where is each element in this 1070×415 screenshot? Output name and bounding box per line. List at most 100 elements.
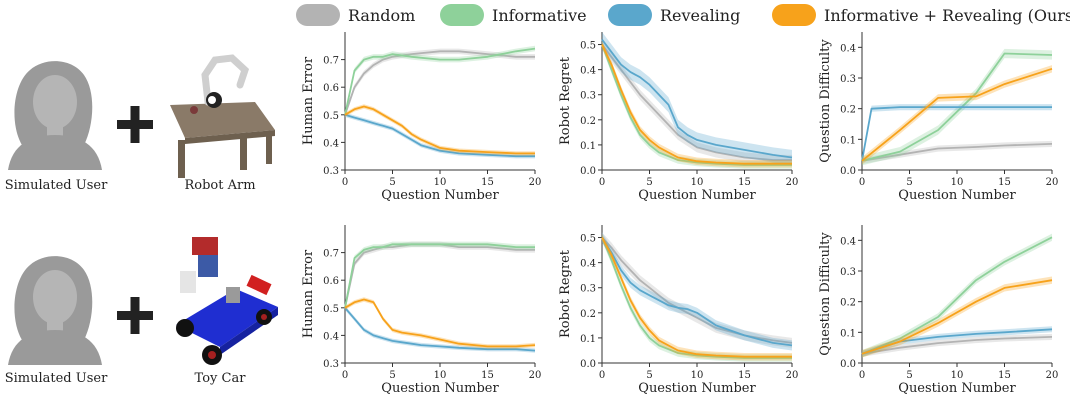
legend-swatch-revealing — [608, 4, 652, 26]
y-tick-label: 0.2 — [840, 298, 856, 309]
x-tick-label: 15 — [481, 370, 494, 381]
series-band-random — [862, 140, 1052, 164]
series-band-random — [602, 232, 792, 348]
x-axis-label: Question Number — [638, 188, 756, 203]
series-band-ours — [602, 233, 792, 361]
series-band-revealing — [602, 232, 792, 351]
series-band-revealing — [602, 32, 792, 165]
series-line-ours — [601, 44, 792, 165]
series-band-informative — [862, 233, 1052, 358]
series-line-revealing — [861, 106, 1052, 161]
series-line-random — [861, 143, 1053, 162]
x-tick-label: 15 — [998, 370, 1011, 381]
series-band-revealing — [862, 326, 1052, 357]
x-axis-label: Question Number — [638, 381, 756, 396]
chart-panel: 0.0 0.1 0.2 0.3 0.4 0 5 10 15 20 Question Number Qu… — [818, 32, 1058, 203]
y-tick-label: 0.3 — [323, 359, 339, 370]
x-tick-label: 20 — [529, 177, 542, 188]
series-line-random — [344, 243, 535, 308]
x-tick-label: 15 — [738, 177, 751, 188]
x-tick-label: 20 — [786, 370, 799, 381]
chart-panel: 0.0 0.1 0.2 0.3 0.4 0.5 0 5 10 15 20 Question Numbe… — [558, 32, 798, 203]
robot-label: Toy Car — [194, 371, 246, 386]
y-tick-label: 0.7 — [323, 56, 339, 67]
legend-swatch-informative — [440, 4, 484, 26]
series-line-informative — [601, 237, 792, 359]
series-line-random — [861, 336, 1053, 355]
user-label: Simulated User — [4, 178, 108, 193]
x-tick-label: 20 — [1046, 177, 1059, 188]
y-axis-label: Question Difficulty — [818, 39, 833, 163]
y-tick-label: 0.3 — [323, 166, 339, 177]
x-tick-label: 0 — [859, 370, 865, 381]
y-tick-label: 0.5 — [580, 234, 596, 245]
series-band-informative — [345, 241, 535, 311]
y-tick-label: 0.4 — [580, 259, 596, 270]
x-tick-label: 20 — [529, 370, 542, 381]
y-tick-label: 0.1 — [580, 141, 596, 152]
series-line-revealing — [601, 38, 793, 159]
legend-item-ours: Informative + Revealing (Ours) — [772, 2, 1070, 28]
x-tick-label: 0 — [342, 370, 348, 381]
y-tick-label: 0.3 — [580, 284, 596, 295]
series-band-random — [345, 241, 535, 311]
legend-item-revealing: Revealing — [608, 2, 740, 28]
y-tick-label: 0.1 — [840, 135, 856, 146]
plus-icon — [117, 106, 153, 143]
toy-car-image — [176, 237, 278, 365]
series-band-ours — [345, 297, 535, 349]
x-tick-label: 5 — [906, 177, 912, 188]
y-tick-label: 0.0 — [840, 166, 856, 177]
series-line-informative — [861, 52, 1053, 162]
y-axis-label: Human Error — [301, 56, 316, 145]
chart-panel: 0.3 0.4 0.5 0.6 0.7 0 5 10 15 20 Question Number Hu… — [301, 32, 541, 203]
y-tick-label: 0.0 — [840, 359, 856, 370]
legend-label: Random — [348, 5, 416, 25]
y-tick-label: 0.0 — [580, 166, 596, 177]
series-line-ours — [861, 279, 1053, 355]
x-tick-label: 0 — [342, 177, 348, 188]
series-line-revealing — [344, 113, 535, 158]
x-tick-label: 5 — [906, 370, 912, 381]
chart-legend: Random Informative Revealing Informative… — [290, 2, 1070, 28]
y-tick-label: 0.4 — [323, 138, 339, 149]
scenario-row-1: Simulated User Robot Arm — [0, 30, 290, 220]
y-tick-label: 0.6 — [323, 276, 339, 287]
user-label: Simulated User — [4, 371, 108, 386]
legend-label: Informative — [492, 5, 587, 25]
y-tick-label: 0.5 — [323, 111, 339, 122]
chart-panel: 0.0 0.1 0.2 0.3 0.4 0 5 10 15 20 Question Number Qu… — [818, 225, 1058, 396]
scenario-illustration — [8, 237, 278, 365]
simulated-user-icon — [8, 256, 102, 365]
y-axis-label: Robot Regret — [558, 249, 573, 338]
series-line-informative — [861, 236, 1053, 355]
y-tick-label: 0.5 — [323, 304, 339, 315]
y-tick-label: 0.3 — [840, 267, 856, 278]
x-tick-label: 5 — [389, 177, 395, 188]
x-tick-label: 20 — [786, 177, 799, 188]
legend-label: Revealing — [660, 5, 741, 25]
y-tick-label: 0.4 — [840, 43, 856, 54]
x-axis-label: Question Number — [381, 381, 499, 396]
robot-label: Robot Arm — [184, 178, 256, 193]
x-tick-label: 10 — [951, 370, 964, 381]
x-tick-label: 0 — [599, 370, 605, 381]
series-line-ours — [601, 237, 792, 358]
x-axis-label: Question Number — [898, 381, 1016, 396]
x-axis-label: Question Number — [381, 188, 499, 203]
y-tick-label: 0.7 — [323, 249, 339, 260]
y-tick-label: 0.6 — [323, 83, 339, 94]
x-tick-label: 15 — [998, 177, 1011, 188]
y-tick-label: 0.2 — [580, 309, 596, 320]
x-tick-label: 10 — [951, 177, 964, 188]
y-axis-label: Robot Regret — [558, 56, 573, 145]
series-line-ours — [344, 105, 535, 155]
series-line-informative — [601, 44, 792, 166]
scenario-illustration — [8, 54, 275, 178]
series-line-informative — [344, 243, 535, 308]
y-tick-label: 0.0 — [580, 359, 596, 370]
y-tick-label: 0.3 — [580, 91, 596, 102]
series-band-random — [862, 333, 1052, 357]
y-tick-label: 0.2 — [580, 116, 596, 127]
series-band-revealing — [345, 112, 535, 159]
